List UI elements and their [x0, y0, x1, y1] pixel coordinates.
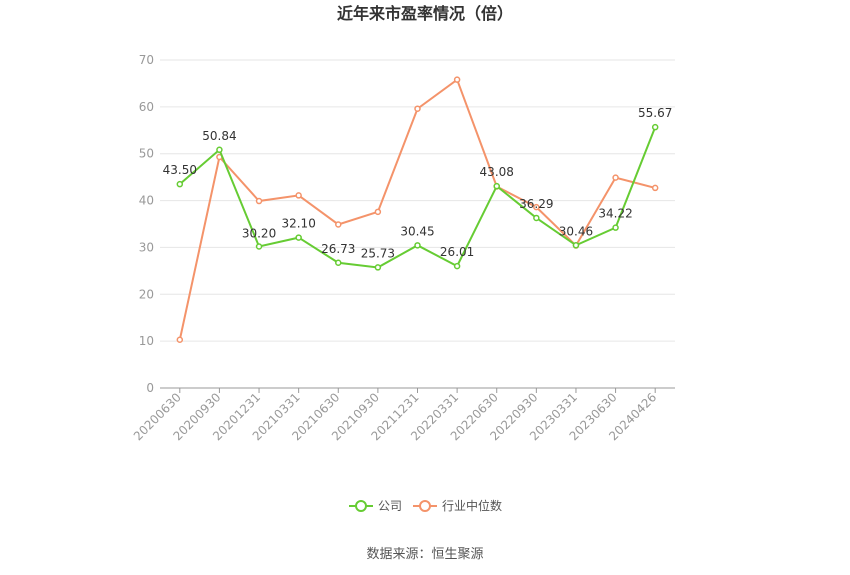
- y-tick-label: 0: [146, 381, 154, 395]
- data-point: [176, 180, 184, 188]
- data-label: 26.73: [321, 242, 355, 256]
- data-point: [651, 123, 659, 131]
- chart-title: 近年来市盈率情况（倍）: [337, 4, 513, 23]
- data-point: [453, 262, 461, 270]
- data-label: 26.01: [440, 245, 474, 259]
- data-point: [414, 242, 421, 249]
- grid-lines: [160, 59, 675, 342]
- data-point: [176, 336, 184, 343]
- data-labels: 43.50 50.84 30.20 32.10 26.73 25.73 30.45 26.01…: [163, 106, 673, 260]
- legend-label: 公司: [378, 499, 402, 513]
- data-point: [295, 234, 302, 241]
- data-point: [335, 259, 342, 267]
- data-label: 30.45: [400, 224, 434, 238]
- data-point: [255, 243, 263, 250]
- data-label: 30.46: [559, 224, 593, 238]
- y-tick-label: 70: [139, 53, 154, 67]
- y-tick-label: 50: [139, 147, 154, 161]
- data-point: [216, 146, 223, 154]
- legend-marker-icon: [419, 500, 431, 512]
- data-label: 30.20: [242, 226, 276, 240]
- legend-label: 行业中位数: [442, 498, 502, 513]
- data-label: 55.67: [638, 106, 672, 120]
- data-point: [612, 224, 619, 231]
- y-tick-label: 10: [139, 334, 154, 348]
- legend-item-0[interactable]: 公司: [349, 499, 402, 513]
- legend-marker-icon: [355, 500, 367, 512]
- y-tick-label: 30: [139, 240, 154, 254]
- data-point: [335, 221, 342, 228]
- data-label: 25.73: [361, 246, 395, 260]
- data-point: [453, 76, 461, 83]
- data-point: [374, 264, 382, 271]
- data-point: [572, 242, 580, 249]
- y-tick-label: 20: [139, 287, 154, 301]
- data-label: 50.84: [202, 129, 236, 143]
- source-note: 数据来源：恒生聚源: [366, 547, 483, 562]
- data-point: [295, 192, 302, 199]
- data-label: 32.10: [281, 217, 315, 231]
- legend[interactable]: 公司 行业中位数: [349, 498, 502, 513]
- legend-item-1[interactable]: 行业中位数: [413, 498, 502, 513]
- data-label: 43.08: [480, 165, 514, 179]
- data-point: [255, 197, 263, 205]
- data-label: 36.29: [519, 197, 553, 211]
- data-point: [493, 182, 500, 190]
- data-label: 34.22: [598, 207, 632, 221]
- data-point: [651, 184, 659, 192]
- series-line-1: [178, 78, 656, 340]
- data-point: [374, 208, 382, 216]
- y-tick-label: 40: [139, 194, 154, 208]
- data-point: [533, 203, 540, 211]
- y-axis: 0 10 20 30 40 50 60 70: [139, 53, 154, 395]
- data-point: [612, 174, 619, 181]
- y-tick-label: 60: [139, 100, 154, 114]
- x-axis: 2020063020200930202012312021033120210630…: [131, 387, 675, 443]
- data-label: 43.50: [163, 163, 197, 177]
- series-layer: [176, 76, 659, 343]
- data-point: [414, 105, 421, 112]
- data-point: [533, 214, 540, 222]
